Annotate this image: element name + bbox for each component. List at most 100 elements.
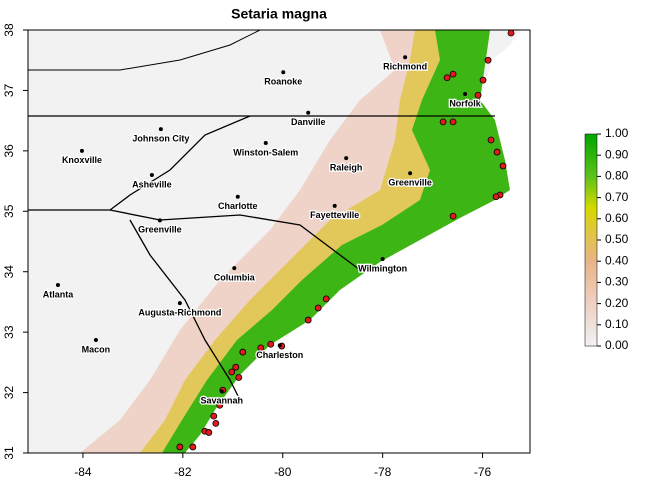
city-label: Asheville bbox=[132, 179, 172, 189]
city-label: Roanoke bbox=[264, 77, 302, 87]
y-tick-label: 34 bbox=[2, 265, 16, 279]
city-dot bbox=[332, 203, 337, 208]
state-borders bbox=[28, 30, 495, 401]
chart-title: Setaria magna bbox=[231, 6, 327, 22]
y-tick-label: 38 bbox=[2, 23, 16, 37]
colorbar-tick-label: 0.40 bbox=[605, 253, 629, 267]
city-label: Norfolk bbox=[449, 98, 481, 108]
occurrence-point bbox=[205, 429, 213, 436]
occurrence-point bbox=[322, 295, 330, 303]
city-dot bbox=[463, 92, 468, 97]
suitability-high bbox=[162, 30, 510, 453]
colorbar-tick-label: 0.80 bbox=[605, 169, 629, 183]
occurrence-point bbox=[449, 70, 457, 78]
city-dot bbox=[79, 148, 84, 153]
city-dot bbox=[149, 173, 154, 178]
occurrence-point bbox=[439, 118, 447, 126]
city-dot bbox=[232, 266, 237, 271]
occurrence-point bbox=[474, 91, 482, 99]
occurrence-point bbox=[239, 348, 247, 356]
y-tick-label: 32 bbox=[2, 386, 16, 400]
city-dot bbox=[235, 194, 240, 199]
city-dot bbox=[263, 141, 268, 146]
occurrence-point bbox=[304, 316, 312, 324]
y-tick-label: 37 bbox=[2, 83, 16, 97]
occurrence-point bbox=[499, 162, 507, 170]
city-label: Macon bbox=[82, 344, 111, 354]
occurrence-points bbox=[176, 29, 515, 451]
city-dot bbox=[55, 283, 60, 288]
city-dot bbox=[344, 156, 349, 161]
occurrence-point bbox=[449, 212, 457, 220]
city-label: Columbia bbox=[214, 272, 256, 282]
occurrence-point bbox=[212, 419, 220, 427]
colorbar-tick-label: 0.70 bbox=[605, 190, 629, 204]
city-label: Savannah bbox=[201, 396, 244, 406]
x-tick-label: -76 bbox=[474, 465, 492, 479]
city-dot bbox=[157, 218, 162, 223]
city-dot bbox=[93, 337, 98, 342]
city-label: Charlotte bbox=[218, 201, 258, 211]
y-tick-label: 33 bbox=[2, 325, 16, 339]
occurrence-point bbox=[443, 74, 451, 82]
city-label: Greenville bbox=[388, 178, 432, 188]
occurrence-point bbox=[267, 340, 275, 348]
occurrence-point bbox=[492, 193, 500, 201]
occurrence-point bbox=[479, 76, 487, 84]
colorbar-tick-label: 0.50 bbox=[605, 232, 629, 246]
city-label: Raleigh bbox=[330, 162, 363, 172]
city-dot bbox=[403, 55, 408, 60]
occurrence-point bbox=[493, 148, 501, 156]
occurrence-point bbox=[257, 344, 265, 352]
city-label: Augusta-Richmond bbox=[138, 308, 221, 318]
city-dot bbox=[306, 110, 311, 115]
city-dot bbox=[380, 257, 385, 262]
x-tick-label: -78 bbox=[374, 465, 392, 479]
occurrence-point bbox=[449, 118, 457, 126]
city-label: Knoxville bbox=[62, 155, 102, 165]
colorbar-tick-label: 0.90 bbox=[605, 147, 629, 161]
city-dot bbox=[177, 301, 182, 306]
colorbar-tick-label: 0.20 bbox=[605, 296, 629, 310]
city-label: Greenville bbox=[138, 225, 182, 235]
y-tick-label: 35 bbox=[2, 204, 16, 218]
city-dot bbox=[219, 389, 224, 394]
occurrence-point bbox=[228, 368, 236, 376]
occurrence-point bbox=[314, 304, 322, 312]
colorbar-tick-label: 0.60 bbox=[605, 211, 629, 225]
city-label: Richmond bbox=[383, 62, 427, 72]
city-label: Johnson City bbox=[132, 133, 189, 143]
colorbar-tick-label: 0.00 bbox=[605, 338, 629, 352]
colorbar-tick-label: 1.00 bbox=[605, 126, 629, 140]
occurrence-point bbox=[484, 56, 492, 64]
city-dot bbox=[408, 171, 413, 176]
y-tick-label: 36 bbox=[2, 144, 16, 158]
city-label: Atlanta bbox=[43, 289, 74, 299]
city-dot bbox=[281, 70, 286, 75]
x-tick-label: -82 bbox=[174, 465, 192, 479]
occurrence-point bbox=[232, 363, 240, 371]
x-tick-label: -84 bbox=[74, 465, 92, 479]
colorbar-tick-label: 0.10 bbox=[605, 317, 629, 331]
colorbar-tick-label: 0.30 bbox=[605, 275, 629, 289]
plot-frame bbox=[27, 29, 531, 454]
colorbar bbox=[584, 133, 598, 347]
city-label: Fayetteville bbox=[310, 210, 359, 220]
city-label: Wilmington bbox=[358, 263, 407, 273]
occurrence-point bbox=[176, 443, 184, 451]
occurrence-point bbox=[487, 136, 495, 144]
map-raster bbox=[28, 30, 530, 453]
y-tick-label: 31 bbox=[2, 446, 16, 460]
city-label: Charleston bbox=[256, 350, 303, 360]
occurrence-point bbox=[216, 401, 224, 409]
occurrence-point bbox=[507, 29, 515, 37]
city-label: Winston-Salem bbox=[233, 147, 298, 157]
occurrence-point bbox=[210, 412, 218, 420]
city-label: Danville bbox=[291, 117, 326, 127]
x-tick-label: -80 bbox=[274, 465, 292, 479]
city-dot bbox=[277, 343, 282, 348]
occurrence-point bbox=[235, 374, 243, 381]
occurrence-point bbox=[189, 443, 197, 451]
